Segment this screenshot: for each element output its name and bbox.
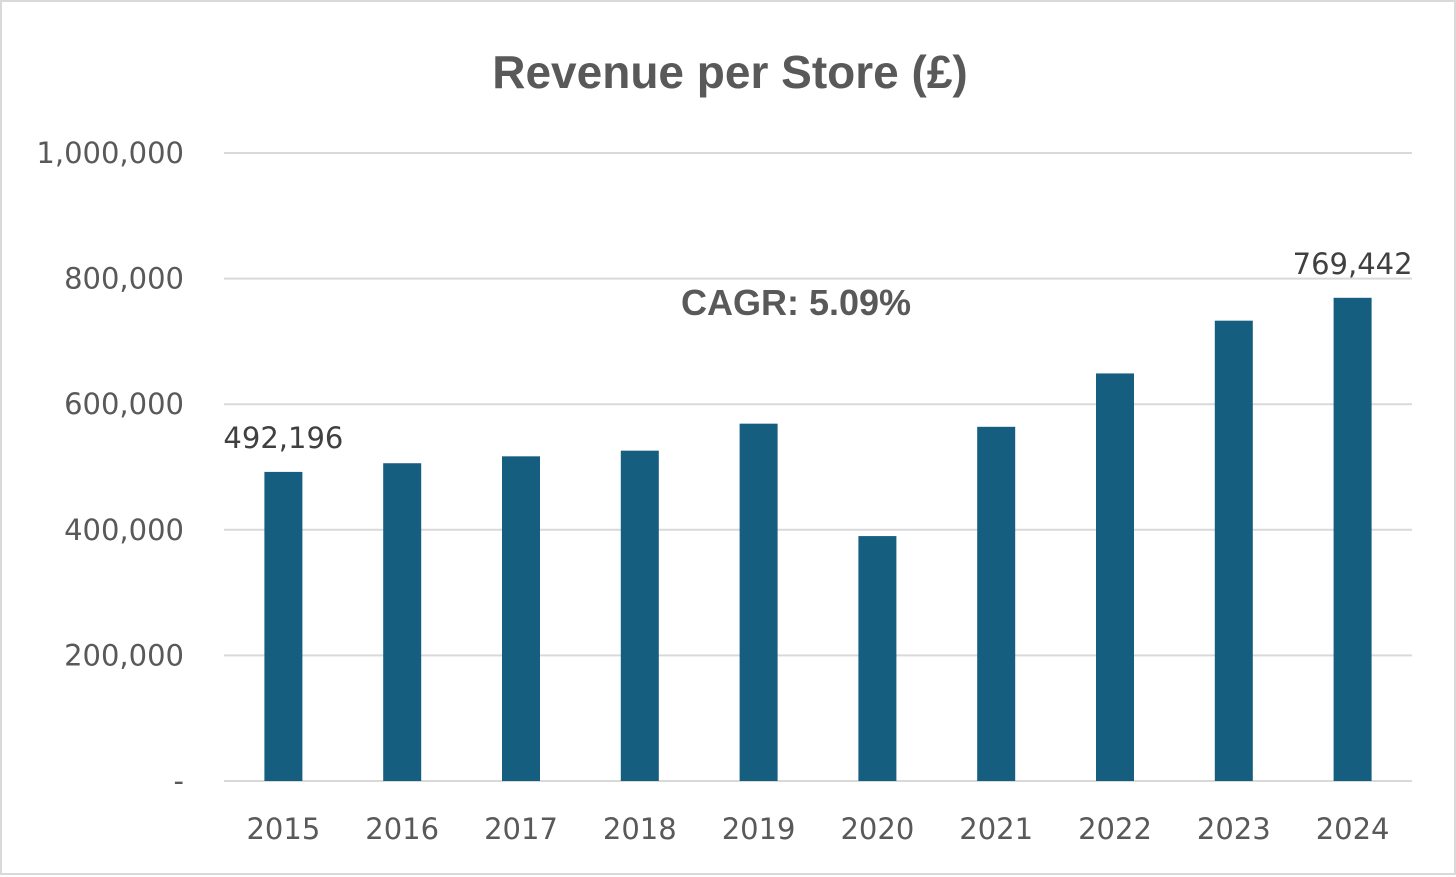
bars <box>264 297 1372 781</box>
y-tick-label: 200,000 <box>64 638 184 672</box>
y-tick-label: 600,000 <box>64 387 184 421</box>
x-tick-label: 2019 <box>722 812 796 846</box>
x-tick-label: 2017 <box>484 812 558 846</box>
bar-2021 <box>977 426 1016 781</box>
x-tick-label: 2018 <box>603 812 677 846</box>
y-tick-label: 800,000 <box>64 262 184 296</box>
x-tick-label: 2020 <box>840 812 914 846</box>
y-tick-label: - <box>174 764 184 798</box>
y-tick-label: 1,000,000 <box>36 136 184 170</box>
bar-2023 <box>1214 320 1253 781</box>
bar-2019 <box>739 423 778 781</box>
bar-2015 <box>264 471 303 781</box>
data-label-2024: 769,442 <box>1293 247 1413 281</box>
bar-2024 <box>1333 297 1372 781</box>
bar-2020 <box>858 536 897 781</box>
x-tick-label: 2022 <box>1078 812 1152 846</box>
y-tick-label: 400,000 <box>64 513 184 547</box>
data-label-2015: 492,196 <box>223 421 343 455</box>
bar-2018 <box>620 450 659 781</box>
x-axis-ticks: 2015 2016 2017 2018 2019 2020 2021 2022 2023 2024 <box>246 812 1389 846</box>
bar-2016 <box>383 463 422 781</box>
chart-title: Revenue per Store (£) <box>492 46 967 98</box>
x-tick-label: 2023 <box>1197 812 1271 846</box>
bar-2022 <box>1096 373 1134 781</box>
x-tick-label: 2024 <box>1316 812 1390 846</box>
gridlines <box>224 152 1412 782</box>
data-labels: 492,196 769,442 <box>223 247 1412 455</box>
x-tick-label: 2016 <box>365 812 439 846</box>
x-tick-label: 2015 <box>246 812 320 846</box>
cagr-annotation: CAGR: 5.09% <box>681 282 911 323</box>
bar-2017 <box>502 456 540 781</box>
y-axis-ticks: - 200,000 400,000 600,000 800,000 1,000,000 <box>36 136 184 798</box>
x-tick-label: 2021 <box>959 812 1033 846</box>
